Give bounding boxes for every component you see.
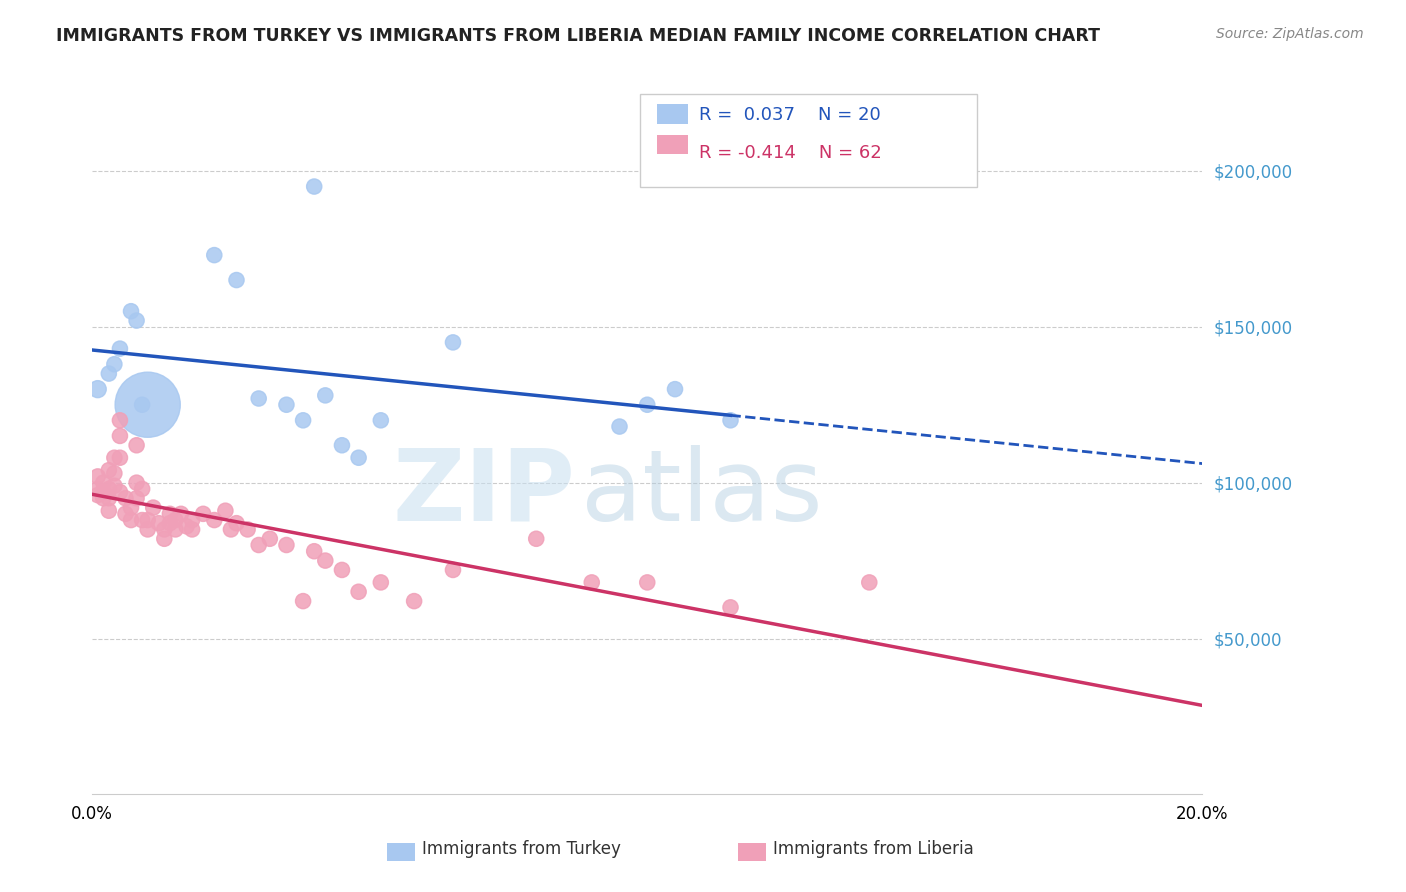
- Point: [125, 475, 148, 490]
- Point: [114, 507, 136, 521]
- Point: [131, 398, 153, 412]
- Point: [236, 523, 259, 537]
- Point: [664, 382, 686, 396]
- Text: R =  0.037    N = 20: R = 0.037 N = 20: [699, 106, 880, 124]
- Point: [97, 504, 120, 518]
- Point: [404, 594, 426, 608]
- Point: [330, 438, 353, 452]
- Point: [114, 491, 136, 506]
- Point: [159, 507, 181, 521]
- Point: [87, 382, 110, 396]
- Point: [441, 335, 464, 350]
- Point: [108, 413, 131, 427]
- Point: [276, 398, 298, 412]
- Point: [136, 398, 159, 412]
- Point: [247, 392, 270, 406]
- Point: [581, 575, 603, 590]
- Point: [87, 488, 110, 502]
- Point: [720, 413, 742, 427]
- Point: [97, 367, 120, 381]
- Point: [202, 248, 225, 262]
- Point: [103, 450, 125, 465]
- Point: [636, 575, 658, 590]
- Point: [247, 538, 270, 552]
- Point: [87, 469, 110, 483]
- Point: [314, 553, 336, 567]
- Point: [87, 482, 110, 496]
- Point: [125, 313, 148, 327]
- Point: [91, 485, 114, 500]
- Point: [142, 500, 165, 515]
- Point: [120, 513, 142, 527]
- Point: [636, 398, 658, 412]
- Point: [108, 429, 131, 443]
- Point: [176, 519, 198, 533]
- Point: [214, 504, 236, 518]
- Point: [302, 179, 325, 194]
- Text: atlas: atlas: [581, 445, 823, 541]
- Point: [159, 516, 181, 531]
- Point: [347, 584, 370, 599]
- Point: [858, 575, 880, 590]
- Point: [347, 450, 370, 465]
- Text: Immigrants from Turkey: Immigrants from Turkey: [422, 840, 620, 858]
- Point: [292, 594, 315, 608]
- Point: [370, 575, 392, 590]
- Text: R = -0.414    N = 62: R = -0.414 N = 62: [699, 144, 882, 161]
- Text: Source: ZipAtlas.com: Source: ZipAtlas.com: [1216, 27, 1364, 41]
- Point: [91, 475, 114, 490]
- Point: [108, 450, 131, 465]
- Point: [125, 438, 148, 452]
- Point: [108, 342, 131, 356]
- Point: [97, 482, 120, 496]
- Point: [103, 467, 125, 481]
- Point: [330, 563, 353, 577]
- Point: [165, 513, 187, 527]
- Point: [131, 513, 153, 527]
- Point: [292, 413, 315, 427]
- Point: [153, 523, 176, 537]
- Point: [91, 491, 114, 506]
- Point: [219, 523, 242, 537]
- Point: [314, 388, 336, 402]
- Text: ZIP: ZIP: [392, 445, 575, 541]
- Point: [120, 500, 142, 515]
- Text: IMMIGRANTS FROM TURKEY VS IMMIGRANTS FROM LIBERIA MEDIAN FAMILY INCOME CORRELATI: IMMIGRANTS FROM TURKEY VS IMMIGRANTS FRO…: [56, 27, 1101, 45]
- Point: [108, 485, 131, 500]
- Point: [225, 516, 247, 531]
- Text: Immigrants from Liberia: Immigrants from Liberia: [773, 840, 974, 858]
- Point: [609, 419, 631, 434]
- Point: [193, 507, 215, 521]
- Point: [170, 507, 193, 521]
- Point: [225, 273, 247, 287]
- Point: [103, 479, 125, 493]
- Point: [103, 357, 125, 371]
- Point: [524, 532, 547, 546]
- Point: [259, 532, 281, 546]
- Point: [302, 544, 325, 558]
- Point: [181, 523, 204, 537]
- Point: [276, 538, 298, 552]
- Point: [136, 513, 159, 527]
- Point: [131, 482, 153, 496]
- Point: [720, 600, 742, 615]
- Point: [181, 513, 204, 527]
- Point: [136, 523, 159, 537]
- Point: [441, 563, 464, 577]
- Point: [125, 491, 148, 506]
- Point: [148, 516, 170, 531]
- Point: [202, 513, 225, 527]
- Point: [120, 304, 142, 318]
- Point: [97, 463, 120, 477]
- Point: [153, 532, 176, 546]
- Point: [97, 491, 120, 506]
- Point: [370, 413, 392, 427]
- Point: [165, 523, 187, 537]
